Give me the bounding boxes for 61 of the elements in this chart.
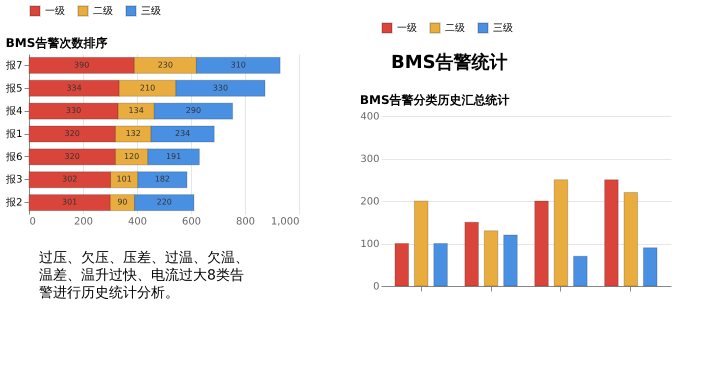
data-label: 334 (66, 83, 82, 92)
y-tick-label: 报6 (5, 150, 22, 163)
data-label: 330 (66, 106, 82, 116)
legend-label: 三级 (141, 5, 161, 17)
data-label: 320 (64, 129, 80, 138)
bar (573, 256, 588, 286)
chart-title: BMS告警分类历史汇总统计 (360, 93, 510, 107)
y-tick-label: 报4 (5, 105, 22, 118)
y-tick-label: 报2 (5, 196, 22, 209)
y-tick-label: 报7 (5, 59, 22, 72)
y-tick-label: 400 (360, 112, 380, 122)
bar (534, 200, 549, 286)
data-label: 330 (212, 83, 228, 92)
legend-label: 二级 (445, 22, 465, 34)
bar (642, 247, 658, 286)
bar (604, 179, 619, 286)
y-tick-label: 0 (373, 282, 380, 292)
y-tick-label: 100 (360, 239, 380, 250)
bar (624, 192, 638, 286)
legend-label: 一级 (397, 22, 417, 34)
bar (503, 234, 518, 286)
data-label: 132 (126, 129, 141, 138)
data-label: 90 (117, 198, 128, 207)
text: BMS告警统计 (391, 52, 508, 73)
x-tick-label: 800 (236, 216, 256, 228)
y-tick-label: 300 (360, 154, 380, 165)
data-label: 301 (62, 198, 78, 207)
bar (414, 200, 428, 286)
y-tick-label: 200 (360, 196, 380, 208)
data-label: 191 (166, 152, 182, 161)
x-tick-label: 0 (30, 216, 36, 228)
bar (464, 222, 479, 286)
y-tick-label: 报1 (5, 128, 22, 140)
x-tick-label: 600 (182, 216, 202, 228)
data-label: 220 (156, 198, 172, 207)
data-label: 310 (230, 60, 246, 70)
bar (554, 179, 568, 286)
legend-label: 三级 (493, 22, 513, 34)
data-label: 302 (62, 174, 78, 184)
x-tick-label: 1,000 (270, 216, 300, 228)
data-label: 101 (116, 174, 132, 184)
data-label: 234 (174, 129, 190, 138)
data-label: 230 (158, 60, 173, 70)
data-label: 320 (64, 152, 80, 161)
bar (394, 243, 410, 286)
data-label: 134 (128, 106, 144, 116)
data-label: 120 (124, 152, 140, 161)
legend-label: 一级 (45, 5, 65, 17)
chart-title: BMS告警次数排序 (6, 36, 108, 50)
data-label: 182 (154, 174, 170, 184)
data-label: 390 (74, 60, 90, 70)
data-label: 210 (140, 83, 156, 92)
text: 过压、欠压、压差、过温、欠温、温差、温升过快、电流过大8类告警进行历史统计分析。 (39, 250, 249, 301)
data-label: 290 (186, 106, 202, 116)
x-tick-label: 400 (128, 216, 148, 228)
y-tick-label: 报3 (5, 174, 22, 186)
bar (484, 230, 498, 286)
x-tick-label: 200 (74, 216, 94, 228)
legend-label: 二级 (93, 5, 113, 17)
y-tick-label: 报5 (5, 82, 22, 94)
bar (433, 243, 448, 286)
